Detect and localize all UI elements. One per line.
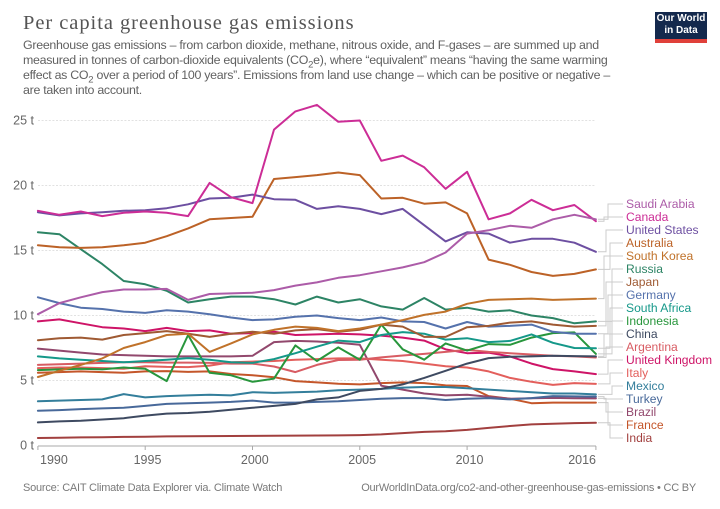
svg-text:Saudi Arabia: Saudi Arabia <box>626 197 695 211</box>
svg-text:10 t: 10 t <box>13 309 34 323</box>
svg-text:Russia: Russia <box>626 262 663 276</box>
svg-text:25 t: 25 t <box>13 114 34 128</box>
svg-text:15 t: 15 t <box>13 244 34 258</box>
svg-text:5 t: 5 t <box>20 374 34 388</box>
svg-text:Australia: Australia <box>626 236 673 250</box>
svg-text:2005: 2005 <box>348 453 376 467</box>
svg-text:Indonesia: Indonesia <box>626 314 679 328</box>
svg-text:United States: United States <box>626 223 699 237</box>
svg-text:India: India <box>626 431 652 445</box>
svg-text:0 t: 0 t <box>20 439 34 453</box>
svg-text:Germany: Germany <box>626 288 677 302</box>
svg-text:Brazil: Brazil <box>626 405 656 419</box>
svg-text:Japan: Japan <box>626 275 659 289</box>
svg-text:Turkey: Turkey <box>626 392 663 406</box>
svg-text:South Africa: South Africa <box>626 301 691 315</box>
svg-text:France: France <box>626 418 664 432</box>
svg-text:Canada: Canada <box>626 210 669 224</box>
svg-text:2010: 2010 <box>456 453 484 467</box>
svg-text:2016: 2016 <box>568 453 596 467</box>
svg-text:2000: 2000 <box>241 453 269 467</box>
svg-text:Argentina: Argentina <box>626 340 678 354</box>
svg-text:China: China <box>626 327 658 341</box>
svg-text:United Kingdom: United Kingdom <box>626 353 712 367</box>
svg-text:1995: 1995 <box>134 453 162 467</box>
svg-text:1990: 1990 <box>40 453 68 467</box>
svg-text:South Korea: South Korea <box>626 249 694 263</box>
svg-text:20 t: 20 t <box>13 179 34 193</box>
svg-text:Italy: Italy <box>626 366 649 380</box>
svg-text:Mexico: Mexico <box>626 379 665 393</box>
